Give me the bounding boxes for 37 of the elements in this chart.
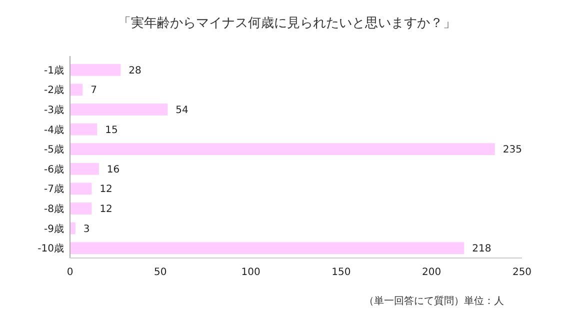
bar: [70, 64, 121, 76]
y-tick-label: -4歳: [44, 124, 64, 136]
y-tick-label: -9歳: [44, 222, 64, 235]
data-label: 12: [100, 184, 112, 196]
y-tick-label: -2歳: [44, 84, 64, 96]
data-label: 16: [106, 164, 120, 176]
y-tick-label: -5歳: [44, 144, 64, 156]
x-tick-label: 100: [241, 267, 260, 278]
data-label: 28: [128, 65, 142, 76]
data-label: 235: [502, 144, 522, 156]
bar: [70, 84, 83, 96]
bar: [70, 242, 464, 254]
x-tick-label: 50: [154, 267, 167, 278]
bar: [70, 202, 92, 214]
bar: [70, 123, 98, 136]
bar: [70, 162, 99, 175]
data-label: 15: [105, 124, 118, 136]
x-tick-label: 150: [332, 267, 351, 278]
bar: [70, 104, 168, 116]
text: （単一回答にて質問）単位：人: [364, 295, 504, 307]
data-label: 12: [100, 204, 112, 215]
x-tick-label: 200: [422, 267, 442, 278]
data-label: 7: [90, 85, 98, 96]
data-label: 218: [472, 244, 492, 255]
y-tick-label: -6歳: [44, 163, 64, 176]
chart-title: 「実年齢からマイナス何歳に見られたいと思いますか？」: [118, 15, 456, 31]
x-tick-label: 0: [66, 267, 74, 278]
bar: [70, 182, 92, 195]
y-tick-label: -1歳: [44, 64, 64, 76]
bar: [70, 143, 495, 156]
y-tick-label: -10歳: [38, 242, 64, 255]
x-tick-label: 250: [512, 267, 532, 278]
data-label: 3: [83, 224, 90, 235]
y-tick-label: -3歳: [44, 104, 64, 116]
y-tick-label: -8歳: [44, 203, 64, 215]
data-label: 54: [176, 105, 188, 116]
y-tick-label: -7歳: [44, 183, 64, 196]
